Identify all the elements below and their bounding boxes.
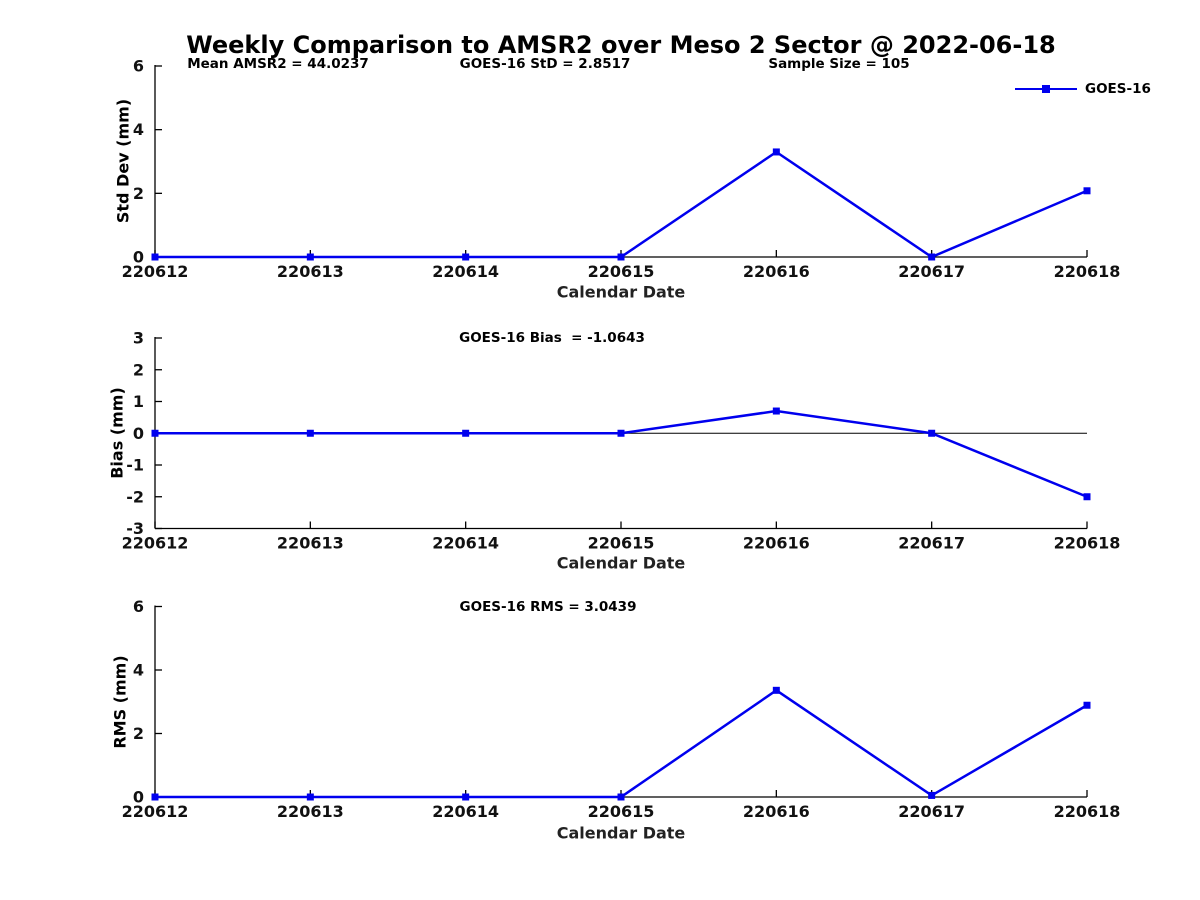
- y-tick-label: -2: [126, 487, 144, 506]
- x-tick-label: 220618: [1054, 802, 1121, 821]
- data-point-marker: [306, 429, 314, 437]
- x-tick-label: 220612: [122, 802, 189, 821]
- data-point-marker: [151, 429, 159, 437]
- x-tick-label: 220618: [1054, 262, 1121, 281]
- x-tick-label: 220614: [432, 802, 499, 821]
- data-point-marker: [151, 253, 159, 261]
- annotation-mean-amsr2: Mean AMSR2 = 44.0237: [187, 56, 369, 72]
- data-point-marker: [928, 253, 936, 261]
- annotation-goes16-rms: GOES-16 RMS = 3.0439: [459, 599, 637, 615]
- x-tick-label: 220615: [588, 802, 655, 821]
- x-axis-label-top: Calendar Date: [556, 282, 686, 302]
- y-tick-label: 4: [133, 120, 144, 139]
- data-point-marker: [1083, 701, 1091, 709]
- data-point-marker: [772, 407, 780, 415]
- series-line-goes-16: [155, 409, 1088, 498]
- x-tick-label: 220617: [898, 534, 965, 553]
- y-tick-label: 2: [133, 184, 144, 203]
- data-point-marker: [462, 429, 470, 437]
- y-axis-label-stddev: Std Dev (mm): [113, 98, 133, 224]
- y-axis-label-rms: RMS (mm): [110, 655, 130, 749]
- x-tick-label: 220615: [588, 262, 655, 281]
- data-point-marker: [462, 793, 470, 801]
- data-point-marker: [306, 793, 314, 801]
- y-tick-label: -3: [126, 519, 144, 538]
- y-tick-label: 3: [133, 329, 144, 348]
- y-tick-label: 4: [133, 661, 144, 680]
- y-axis-label-bias: Bias (mm): [107, 387, 127, 479]
- x-tick-label: 220617: [898, 802, 965, 821]
- y-tick-label: 0: [133, 248, 144, 267]
- x-tick-label: 220613: [277, 802, 344, 821]
- data-point-marker: [151, 793, 159, 801]
- data-point-marker: [617, 429, 625, 437]
- y-tick-label: 2: [133, 724, 144, 743]
- series-line-goes-16: [155, 688, 1088, 799]
- x-tick-label: 220612: [122, 534, 189, 553]
- y-tick-label: 0: [133, 788, 144, 807]
- legend: GOES-16: [1015, 81, 1151, 97]
- x-tick-label: 220618: [1054, 534, 1121, 553]
- x-tick-label: 220616: [743, 262, 810, 281]
- x-tick-label: 220617: [898, 262, 965, 281]
- data-point-marker: [928, 791, 936, 799]
- x-tick-label: 220616: [743, 802, 810, 821]
- data-point-marker: [1083, 493, 1091, 501]
- x-tick-label: 220616: [743, 534, 810, 553]
- x-tick-label: 220612: [122, 262, 189, 281]
- y-tick-label: 6: [133, 597, 144, 616]
- x-tick-label: 220614: [432, 262, 499, 281]
- x-tick-label: 220613: [277, 534, 344, 553]
- annotation-goes16-std: GOES-16 StD = 2.8517: [459, 56, 631, 72]
- data-point-marker: [1083, 187, 1091, 195]
- x-axis-label-middle: Calendar Date: [556, 553, 686, 573]
- x-tick-label: 220613: [277, 262, 344, 281]
- y-tick-label: 6: [133, 57, 144, 76]
- data-point-marker: [772, 686, 780, 694]
- annotation-goes16-bias: GOES-16 Bias = -1.0643: [459, 330, 645, 346]
- data-point-marker: [306, 253, 314, 261]
- legend-square-marker-icon: [1042, 85, 1050, 93]
- legend-label: GOES-16: [1085, 81, 1151, 97]
- data-point-marker: [462, 253, 470, 261]
- y-tick-label: 2: [133, 360, 144, 379]
- data-point-marker: [772, 148, 780, 156]
- y-tick-label: 1: [133, 392, 144, 411]
- data-point-marker: [617, 793, 625, 801]
- y-tick-label: -1: [126, 456, 144, 475]
- x-tick-label: 220614: [432, 534, 499, 553]
- data-point-marker: [617, 253, 625, 261]
- legend-line-sample: [1015, 85, 1077, 93]
- series-line-goes-16: [155, 150, 1088, 259]
- figure-title: Weekly Comparison to AMSR2 over Meso 2 S…: [186, 31, 1056, 59]
- x-axis-label-bottom: Calendar Date: [556, 823, 686, 843]
- x-tick-label: 220615: [588, 534, 655, 553]
- data-point-marker: [928, 429, 936, 437]
- annotation-sample-size: Sample Size = 105: [768, 56, 910, 72]
- y-tick-label: 0: [133, 424, 144, 443]
